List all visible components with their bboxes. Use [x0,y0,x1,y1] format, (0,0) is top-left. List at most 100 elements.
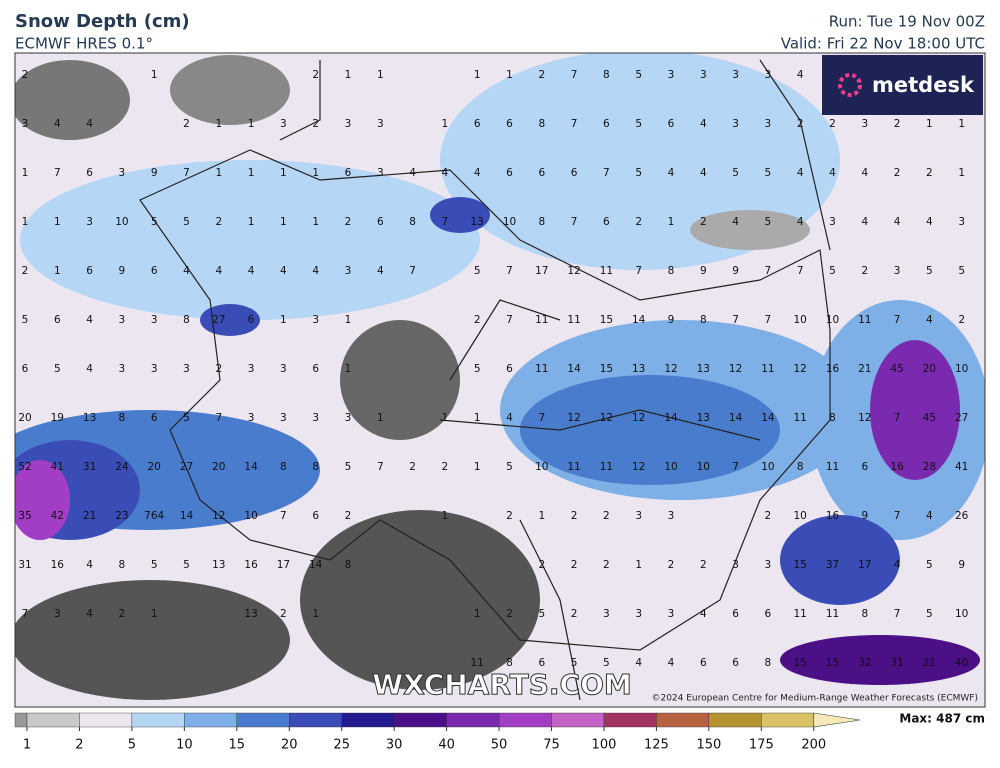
legend-swatch [761,712,814,728]
grid-value: 1 [442,412,449,424]
grid-value: 4 [54,118,61,130]
grid-value: 1 [442,118,449,130]
grid-value: 9 [732,265,739,277]
grid-value: 5 [926,265,933,277]
grid-value: 12 [632,412,645,424]
grid-value: 1 [151,69,158,81]
grid-value: 20 [212,461,225,473]
grid-value: 5 [151,216,158,228]
grid-value: 5 [22,314,29,326]
grid-value: 16 [244,559,258,571]
grid-value: 10 [664,461,677,473]
grid-value: 8 [345,559,352,571]
grid-value: 3 [312,412,319,424]
grid-value: 4 [280,265,287,277]
grid-value: 8 [603,69,610,81]
grid-value: 1 [312,216,319,228]
grid-value: 3 [54,608,61,620]
grid-value: 6 [732,657,739,669]
legend-swatch [603,712,657,728]
grid-value: 3 [861,118,868,130]
grid-value: 5 [474,265,481,277]
grid-value: 5 [151,559,158,571]
grid-value: 1 [280,216,287,228]
grid-value: 3 [732,118,739,130]
grid-value: 3 [603,608,610,620]
grid-value: 2 [183,118,190,130]
grid-value: 7 [506,314,513,326]
grid-value: 1 [345,363,352,375]
grid-value: 9 [668,314,675,326]
grid-value: 6 [377,216,384,228]
grid-value: 11 [600,265,613,277]
grid-value: 5 [635,118,642,130]
grid-value: 4 [894,559,901,571]
grid-value: 23 [115,510,128,522]
grid-value: 6 [765,608,772,620]
grid-value: 16 [890,461,904,473]
legend: 1 2 5 10 15 20 25 30 40 50 75 100 125 150 175 200 [14,712,861,753]
grid-value: 4 [183,265,190,277]
grid-value: 3 [377,167,384,179]
legend-tick-label: 15 [229,738,246,753]
grid-value: 5 [603,657,610,669]
grid-value: 1 [22,167,29,179]
grid-value: 10 [761,461,774,473]
grid-value: 764 [144,510,164,522]
legend-swatch [446,712,500,728]
grid-value: 3 [280,118,287,130]
grid-value: 45 [890,363,903,375]
grid-value: 4 [86,608,93,620]
grid-value: 3 [151,363,158,375]
grid-value: 15 [794,657,807,669]
legend-swatch [236,712,290,728]
grid-value: 3 [635,608,642,620]
grid-value: 26 [955,510,969,522]
grid-value: 7 [506,265,513,277]
grid-value: 2 [280,608,287,620]
grid-value: 5 [183,216,190,228]
grid-value: 2 [635,216,642,228]
grid-value: 7 [732,461,739,473]
grid-value: 17 [858,559,871,571]
grid-value: 7 [538,412,545,424]
grid-value: 8 [506,657,513,669]
grid-value: 7 [377,461,384,473]
grid-value: 7 [894,314,901,326]
grid-value: 2 [215,216,222,228]
grid-value: 3 [345,118,352,130]
legend-arrow [813,712,861,728]
legend-tick-label: 200 [801,738,826,753]
grid-value: 3 [377,118,384,130]
grid-value: 27 [212,314,225,326]
grid-value: 32 [858,657,871,669]
grid-value: 7 [280,510,287,522]
grid-value: 21 [923,657,936,669]
grid-value: 3 [22,118,29,130]
grid-value: 42 [51,510,64,522]
grid-value: 6 [700,657,707,669]
grid-value: 3 [183,363,190,375]
grid-value: 1 [377,412,384,424]
grid-value: 8 [668,265,675,277]
grid-value: 2 [474,314,481,326]
grid-value: 2 [571,510,578,522]
grid-value: 2 [345,510,352,522]
grid-value: 12 [567,265,580,277]
grid-value: 7 [442,216,449,228]
grid-value: 4 [215,265,222,277]
grid-value: 1 [506,69,513,81]
grid-value: 1 [280,314,287,326]
grid-value: 2 [538,69,545,81]
grid-value: 11 [858,314,871,326]
legend-tick-label: 30 [386,738,403,753]
grid-value: 1 [280,167,287,179]
grid-value: 10 [503,216,516,228]
grid-value: 4 [506,412,513,424]
grid-value: 5 [474,363,481,375]
legend-swatch [341,712,395,728]
grid-value: 1 [248,167,255,179]
grid-value: 12 [600,412,613,424]
grid-value: 14 [244,461,258,473]
grid-value: 6 [248,314,255,326]
